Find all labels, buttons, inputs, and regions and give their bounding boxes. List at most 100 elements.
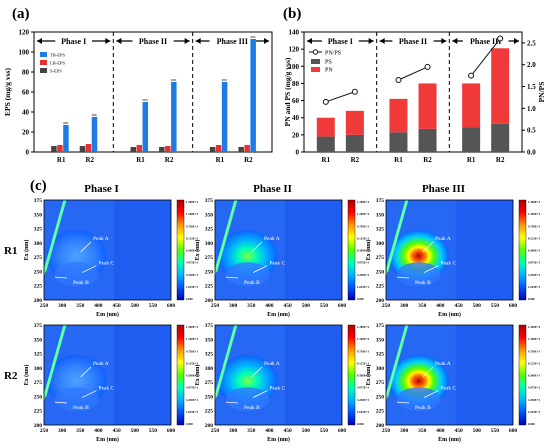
em-axis-label: Em (nm) <box>438 436 461 443</box>
colorbar-label: 6.500E+3 <box>357 249 369 253</box>
phase-arrow-head <box>37 38 42 44</box>
colorbar-label: 1.200E+4 <box>528 200 540 204</box>
peak-a-label: Peak A <box>93 236 109 242</box>
em-tick-label: 450 <box>283 303 292 309</box>
em-tick-label: 600 <box>338 303 347 309</box>
phase-arrow-head <box>184 38 190 44</box>
em-tick-label: 300 <box>400 428 409 434</box>
y-axis-label: PN and PS (mg/g vss) <box>283 57 292 126</box>
colorbar-label: 9.750E+3 <box>528 349 540 353</box>
em-tick-label: 400 <box>265 303 274 309</box>
ex-tick-label: 200 <box>205 298 214 304</box>
phase-arrow-head <box>452 38 458 44</box>
em-tick-label: 500 <box>302 303 311 309</box>
phase-label-bg <box>321 35 359 46</box>
bar <box>209 147 216 152</box>
colorbar-label: 1.100E+4 <box>186 337 198 341</box>
bar <box>63 125 69 152</box>
bar <box>79 146 86 152</box>
ex-tick-label: 375 <box>376 323 385 329</box>
y-tick-label: 20 <box>22 129 30 137</box>
bar <box>171 82 177 152</box>
em-tick-label: 500 <box>131 303 140 309</box>
colorbar-label: 8.125E+3 <box>357 236 369 240</box>
phase-heading: Phase I <box>84 183 119 195</box>
eem-panels: Phase I Phase II Phase III R1 R2 200 225 250 275… <box>4 183 540 443</box>
ex-axis-label: Ex (nm) <box>365 240 372 261</box>
em-tick-label: 250 <box>40 428 49 434</box>
bar-ps <box>389 132 408 152</box>
bar <box>165 146 171 152</box>
colorbar-label: 4.875E+3 <box>186 386 198 390</box>
colorbar-label: 0.000 <box>357 297 364 301</box>
bar <box>91 117 98 152</box>
colorbar <box>176 199 185 301</box>
peak-b-label: Peak B <box>415 280 431 286</box>
peak-a-pointer <box>422 366 434 378</box>
colorbar-label: 8.125E+3 <box>528 361 540 365</box>
em-axis-label: Em (nm) <box>267 311 290 318</box>
ex-tick-label: 325 <box>34 352 43 358</box>
em-tick-label: 450 <box>112 303 121 309</box>
bar-pn <box>316 117 335 137</box>
panel-label-c: (c) <box>30 178 47 194</box>
ex-tick-label: 275 <box>376 380 385 386</box>
y2-tick-label: 0.0 <box>527 149 536 157</box>
y-tick-label: 100 <box>19 49 30 57</box>
colorbar <box>518 324 527 426</box>
phase-label: Phase II <box>139 37 167 46</box>
rayleigh-scatter-2 <box>44 326 65 402</box>
ratio-point <box>351 88 358 95</box>
rayleigh-scatter-2 <box>44 201 65 277</box>
peak-c-pointer <box>423 265 439 273</box>
colorbar-label: 1.100E+4 <box>528 337 540 341</box>
phase-label: Phase I <box>328 37 353 46</box>
legend-swatch <box>40 68 47 73</box>
em-axis-label: Em (nm) <box>438 311 461 318</box>
colorbar-label: 0.000 <box>186 297 193 301</box>
colorbar-label: 1.625E+3 <box>357 410 369 414</box>
em-tick-label: 350 <box>418 303 427 309</box>
chart-a: 0 20 40 60 80 100 120 EPS (mg/g vss) Phase I Phas… <box>3 29 273 164</box>
colorbar-label: 6.500E+3 <box>528 249 540 253</box>
ex-tick-label: 375 <box>34 198 43 204</box>
colorbar <box>347 199 356 301</box>
em-tick-label: 400 <box>94 303 103 309</box>
rayleigh-scatter-2 <box>386 201 407 277</box>
em-tick-label: 250 <box>211 303 220 309</box>
em-tick-label: 500 <box>302 428 311 434</box>
peak-c-blob <box>54 387 99 412</box>
colorbar-label: 4.875E+3 <box>357 261 369 265</box>
em-tick-label: 300 <box>58 428 67 434</box>
em-tick-label: 600 <box>509 428 518 434</box>
x-tick-label: R2 <box>351 156 360 164</box>
ex-tick-label: 325 <box>376 352 385 358</box>
em-tick-label: 600 <box>338 428 347 434</box>
colorbar-label: 1.100E+4 <box>186 212 198 216</box>
em-tick-label: 550 <box>491 428 500 434</box>
peak-a-label: Peak A <box>93 361 109 367</box>
ratio-line <box>470 38 501 76</box>
ex-tick-label: 350 <box>205 337 214 343</box>
em-tick-label: 500 <box>473 428 482 434</box>
em-tick-label: 350 <box>418 428 427 434</box>
bar <box>130 147 137 152</box>
colorbar-label: 3.250E+3 <box>186 273 198 277</box>
em-tick-label: 400 <box>436 303 445 309</box>
peak-a-pointer <box>422 241 434 253</box>
em-tick-label: 350 <box>76 303 85 309</box>
phase-arrow-head <box>368 38 374 44</box>
colorbar-label: 1.200E+4 <box>357 200 369 204</box>
bar <box>238 147 244 152</box>
colorbar-label: 0.000 <box>357 422 364 426</box>
em-tick-label: 350 <box>76 428 85 434</box>
x-tick-label: R1 <box>467 156 476 164</box>
ex-tick-label: 325 <box>34 227 43 233</box>
ex-tick-label: 350 <box>376 337 385 343</box>
colorbar-label: 4.875E+3 <box>357 386 369 390</box>
em-tick-label: 450 <box>454 303 463 309</box>
phase-heading: Phase III <box>422 183 465 195</box>
colorbar-label: 1.625E+3 <box>186 410 198 414</box>
eem-plot <box>44 325 171 425</box>
eem-frame <box>385 324 514 426</box>
